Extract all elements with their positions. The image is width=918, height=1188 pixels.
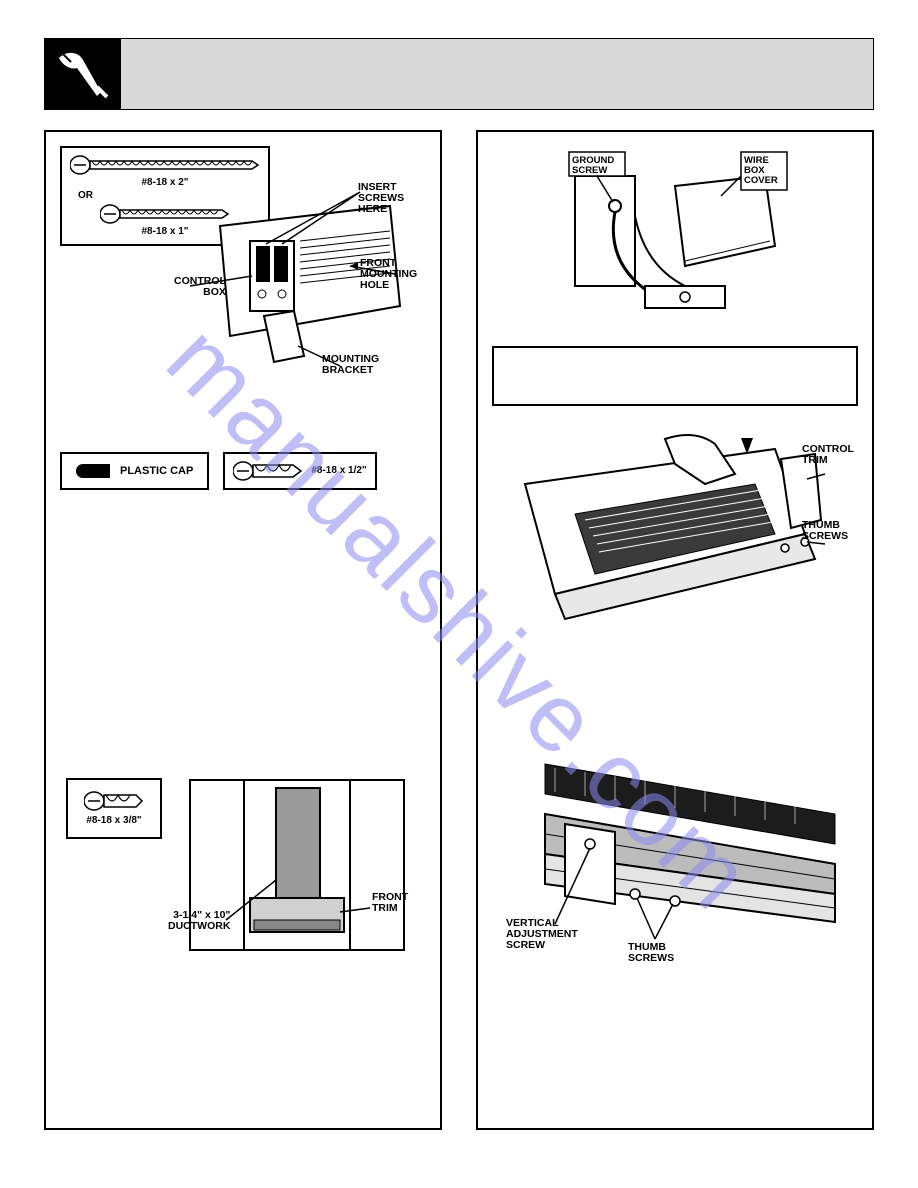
fig-ductwork: #8-18 x 3/8" 3-1/4" x 10"DUCTWORK FRONTT… [60, 770, 426, 990]
half-inch-screw-label: #8-18 x 1/2" [311, 466, 366, 477]
callout-insert-screws: INSERTSCREWSHERE [358, 182, 404, 215]
screw-icon [233, 460, 303, 482]
fig-insert-screws: #8-18 x 2" OR #8-18 x 1" [60, 142, 426, 382]
left-column: #8-18 x 2" OR #8-18 x 1" [44, 130, 442, 1130]
fig-vertical-adjust: VERTICALADJUSTMENTSCREW THUMBSCREWS [492, 754, 858, 974]
plastic-cap-row: PLASTIC CAP #8-18 x 1/2" [60, 452, 426, 490]
eighth-screw-box: #8-18 x 3/8" [66, 778, 162, 839]
plastic-cap-box: PLASTIC CAP [60, 452, 209, 490]
screw-icon [84, 790, 144, 812]
screw-top-label: #8-18 x 2" [142, 178, 189, 189]
notice-box [492, 346, 858, 406]
callout-thumb-screws-bot: THUMBSCREWS [628, 942, 674, 964]
plastic-cap-icon [76, 464, 110, 478]
right-column: GROUNDSCREW WIREBOXCOVER [476, 130, 874, 1130]
content-columns: #8-18 x 2" OR #8-18 x 1" [44, 130, 874, 1130]
header-icon-cell [45, 39, 121, 109]
callout-front-trim: FRONTTRIM [372, 892, 408, 914]
plastic-cap-label: PLASTIC CAP [120, 465, 193, 477]
hood-control-trim-diagram [505, 424, 845, 624]
eighth-screw-label: #8-18 x 3/8" [86, 816, 141, 827]
screw-icon [70, 154, 260, 176]
callout-front-mounting-hole: FRONTMOUNTINGHOLE [360, 258, 417, 291]
callout-wire-box-cover: WIREBOXCOVER [744, 156, 778, 186]
screwdriver-hand-icon [53, 44, 113, 104]
callout-vertical-adjust: VERTICALADJUSTMENTSCREW [506, 918, 578, 951]
callout-control-trim: CONTROLTRIM [802, 444, 854, 466]
callout-ground-screw: GROUNDSCREW [572, 156, 614, 176]
header-bar [44, 38, 874, 110]
screw-bottom-label: #8-18 x 1" [142, 227, 189, 238]
half-inch-screw-box: #8-18 x 1/2" [223, 452, 376, 490]
fig-control-trim: CONTROLTRIM THUMBSCREWS [492, 424, 858, 634]
callout-mounting-bracket: MOUNTINGBRACKET [322, 354, 379, 376]
ductwork-diagram [180, 770, 410, 970]
header-title [121, 39, 873, 109]
callout-control-box: CONTROLBOX [174, 276, 226, 298]
callout-thumb-screws-mid: THUMBSCREWS [802, 520, 848, 542]
fig-wire-box: GROUNDSCREW WIREBOXCOVER [492, 146, 858, 336]
callout-ductwork: 3-1/4" x 10"DUCTWORK [168, 910, 230, 932]
